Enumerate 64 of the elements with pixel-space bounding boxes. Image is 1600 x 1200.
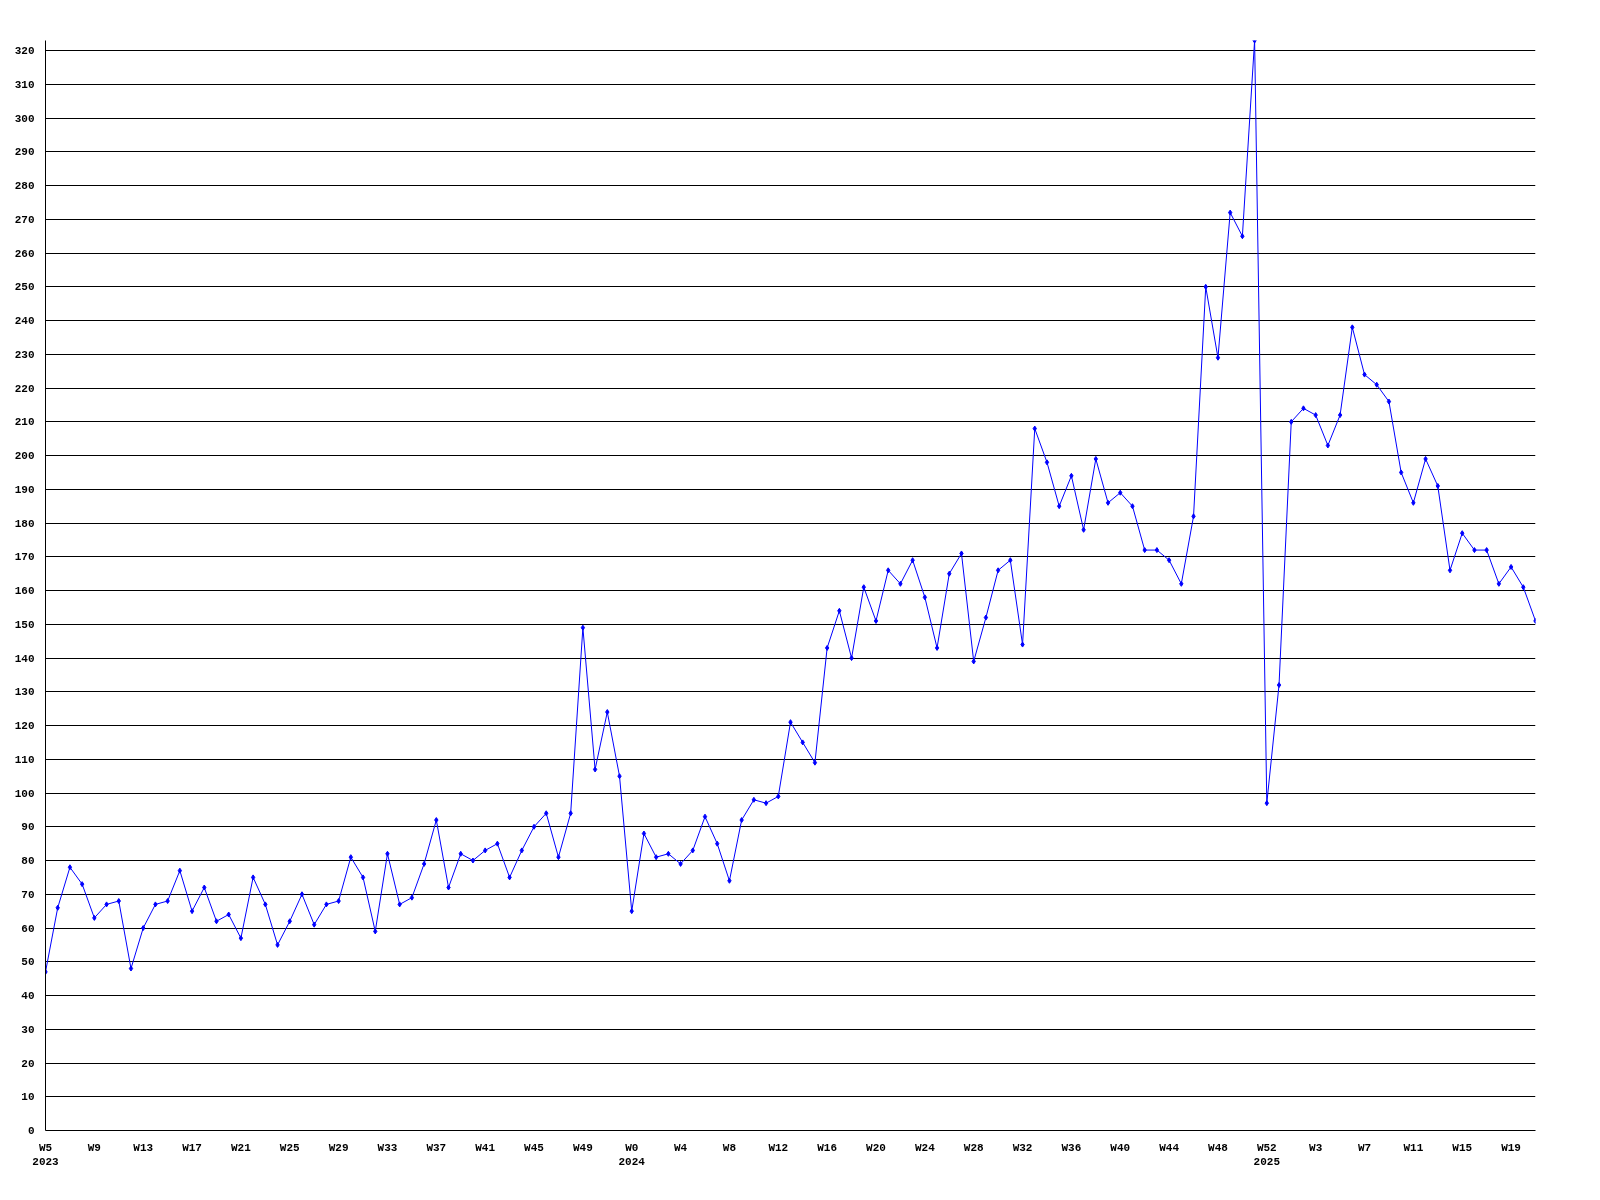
y-tick-label: 260 — [14, 247, 35, 260]
y-tick-label: 270 — [14, 213, 35, 226]
x-tick-label: W0 2024 — [618, 1141, 646, 1168]
x-tick-label: W41 — [475, 1141, 496, 1154]
x-tick-label: W21 — [231, 1141, 252, 1154]
y-tick-label: 310 — [14, 78, 35, 91]
y-tick-label: 40 — [21, 990, 35, 1003]
y-tick-label: 100 — [14, 787, 35, 800]
y-tick-label: 30 — [21, 1023, 35, 1036]
y-tick-label: 300 — [14, 112, 35, 125]
y-tick-label: 130 — [14, 686, 35, 699]
x-tick-label: W45 — [524, 1141, 545, 1154]
y-tick-label: 110 — [14, 753, 35, 766]
y-tick-label: 50 — [21, 956, 35, 969]
x-tick-label: W37 — [426, 1141, 447, 1154]
y-tick-label: 210 — [14, 416, 35, 429]
y-tick-label: 250 — [14, 281, 35, 294]
y-tick-label: 0 — [27, 1125, 35, 1137]
y-tick-label: 160 — [14, 585, 35, 598]
x-tick-label: W12 — [768, 1141, 789, 1154]
x-tick-label: W19 — [1501, 1141, 1521, 1154]
x-tick-label: W16 — [817, 1141, 838, 1154]
y-tick-label: 150 — [14, 618, 35, 631]
x-tick-label: W40 — [1110, 1141, 1131, 1154]
y-tick-label: 240 — [14, 315, 35, 328]
y-tick-label: 230 — [14, 348, 35, 361]
x-tick-label: W52 2025 — [1253, 1141, 1281, 1168]
y-tick-label: 140 — [14, 652, 35, 665]
x-tick-label: W28 — [963, 1141, 984, 1154]
x-tick-label: W17 — [182, 1141, 202, 1154]
x-tick-label: W7 — [1357, 1141, 1372, 1154]
y-tick-label: 320 — [14, 45, 35, 58]
x-tick-label: W48 — [1208, 1141, 1229, 1154]
y-tick-label: 170 — [14, 551, 35, 564]
y-tick-label: 90 — [21, 821, 35, 834]
x-tick-label: W49 — [572, 1141, 593, 1154]
y-tick-label: 220 — [14, 382, 35, 395]
x-tick-label: W20 — [866, 1141, 886, 1154]
x-tick-label: W15 — [1452, 1141, 1473, 1154]
y-tick-label: 80 — [21, 855, 35, 868]
y-tick-label: 280 — [14, 180, 35, 193]
x-tick-label: W25 — [279, 1141, 301, 1154]
x-tick-label: W11 — [1403, 1141, 1424, 1154]
x-tick-label: W5 2023 — [32, 1141, 60, 1168]
x-tick-label: W44 — [1159, 1141, 1180, 1154]
x-tick-label: W36 — [1061, 1141, 1082, 1154]
x-tick-label: W9 — [87, 1141, 101, 1154]
x-tick-label: W8 — [722, 1141, 737, 1154]
y-tick-label: 290 — [14, 146, 35, 159]
y-tick-label: 10 — [21, 1091, 35, 1104]
x-tick-label: W32 — [1012, 1141, 1033, 1154]
y-tick-label: 60 — [21, 922, 35, 935]
x-tick-label: W13 — [133, 1141, 154, 1154]
x-tick-label: W3 — [1309, 1141, 1323, 1154]
y-tick-label: 70 — [21, 888, 35, 901]
x-tick-label: W24 — [914, 1141, 936, 1154]
y-tick-label: 180 — [14, 517, 35, 530]
x-tick-label: W4 — [673, 1141, 688, 1154]
y-tick-label: 120 — [14, 720, 35, 733]
y-tick-label: 190 — [14, 483, 35, 496]
y-tick-label: 20 — [21, 1057, 35, 1070]
x-tick-label: W33 — [377, 1141, 398, 1154]
x-tick-label: W29 — [328, 1141, 349, 1154]
y-tick-label: 200 — [14, 450, 35, 463]
